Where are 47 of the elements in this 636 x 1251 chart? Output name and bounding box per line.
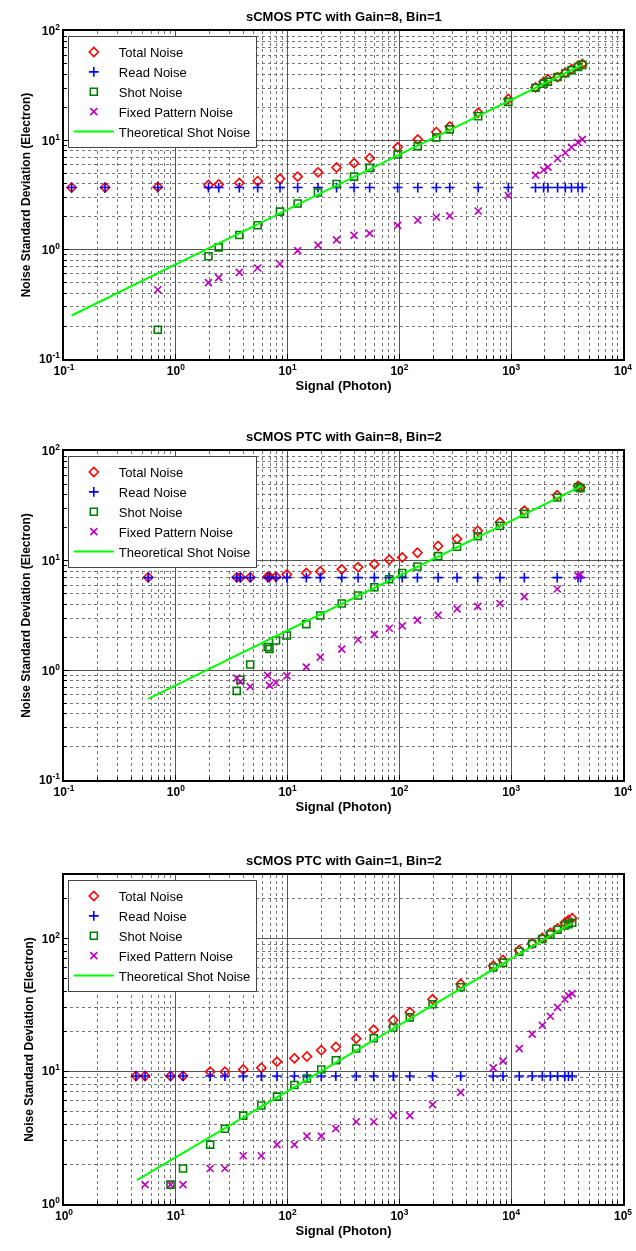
y-tick-label: 10$^{0}$ (41, 240, 61, 257)
x-tick-label: 10$^{3}$ (502, 783, 521, 800)
legend-label: Fixed Pattern Noise (118, 948, 233, 964)
legend-label: Theoretical Shot Noise (118, 544, 251, 560)
x-axis-title: Signal (Photon) (295, 1223, 392, 1239)
legend-label: Fixed Pattern Noise (118, 104, 233, 120)
legend-label: Total Noise (118, 465, 184, 481)
legend-label: Read Noise (118, 908, 187, 924)
legend-label: Read Noise (118, 64, 187, 80)
legend-label: Theoretical Shot Noise (118, 124, 251, 140)
legend-label: Shot Noise (118, 84, 183, 100)
x-tick-label: 10$^{4}$ (613, 783, 633, 800)
x-tick-label: 10$^{3}$ (390, 1207, 409, 1224)
x-tick-label: 10$^{3}$ (502, 362, 521, 379)
y-tick-label: 10$^{0}$ (41, 661, 61, 678)
legend-label: Total Noise (118, 45, 184, 61)
x-tick-label: 10$^{1}$ (166, 1207, 186, 1224)
y-tick-label: 10$^{1}$ (41, 551, 61, 568)
x-axis-title: Signal (Photon) (295, 378, 392, 394)
y-axis-title: Noise Standard Deviation (Electron) (18, 92, 33, 298)
legend-label: Total Noise (118, 889, 184, 905)
chart-title: sCMOS PTC with Gain=8, Bin=1 (246, 9, 442, 24)
x-tick-label: 10$^{2}$ (278, 1207, 297, 1224)
legend-label: Shot Noise (118, 928, 183, 944)
x-tick-label: 10$^{2}$ (390, 783, 409, 800)
legend-label: Fixed Pattern Noise (118, 524, 233, 540)
chart-title: sCMOS PTC with Gain=8, Bin=2 (246, 429, 442, 444)
x-tick-label: 10$^{4}$ (502, 1207, 521, 1224)
x-tick-label: 10$^{4}$ (613, 362, 633, 379)
x-tick-label: 10$^{5}$ (613, 1207, 633, 1224)
x-tick-label: 10$^{1}$ (278, 783, 297, 800)
y-tick-label: 10$^{2}$ (41, 929, 61, 946)
chart-title: sCMOS PTC with Gain=1, Bin=2 (246, 853, 442, 868)
y-tick-label: 10$^{1}$ (41, 1062, 61, 1079)
y-tick-label: 10$^{1}$ (41, 131, 61, 148)
x-tick-label: 10$^{0}$ (166, 362, 186, 379)
y-tick-label: 10$^{2}$ (41, 22, 61, 39)
legend-label: Read Noise (118, 484, 187, 500)
legend-label: Theoretical Shot Noise (118, 968, 251, 984)
x-axis-title: Signal (Photon) (295, 799, 392, 815)
legend-label: Shot Noise (118, 504, 183, 520)
y-axis-title: Noise Standard Deviation (Electron) (18, 513, 33, 718)
x-tick-label: 10$^{1}$ (278, 362, 297, 379)
y-axis-title: Noise Standard Deviation (Electron) (21, 937, 36, 1142)
y-tick-label: 10$^{2}$ (41, 442, 61, 459)
x-tick-label: 10$^{0}$ (166, 783, 186, 800)
x-tick-label: 10$^{2}$ (390, 362, 409, 379)
